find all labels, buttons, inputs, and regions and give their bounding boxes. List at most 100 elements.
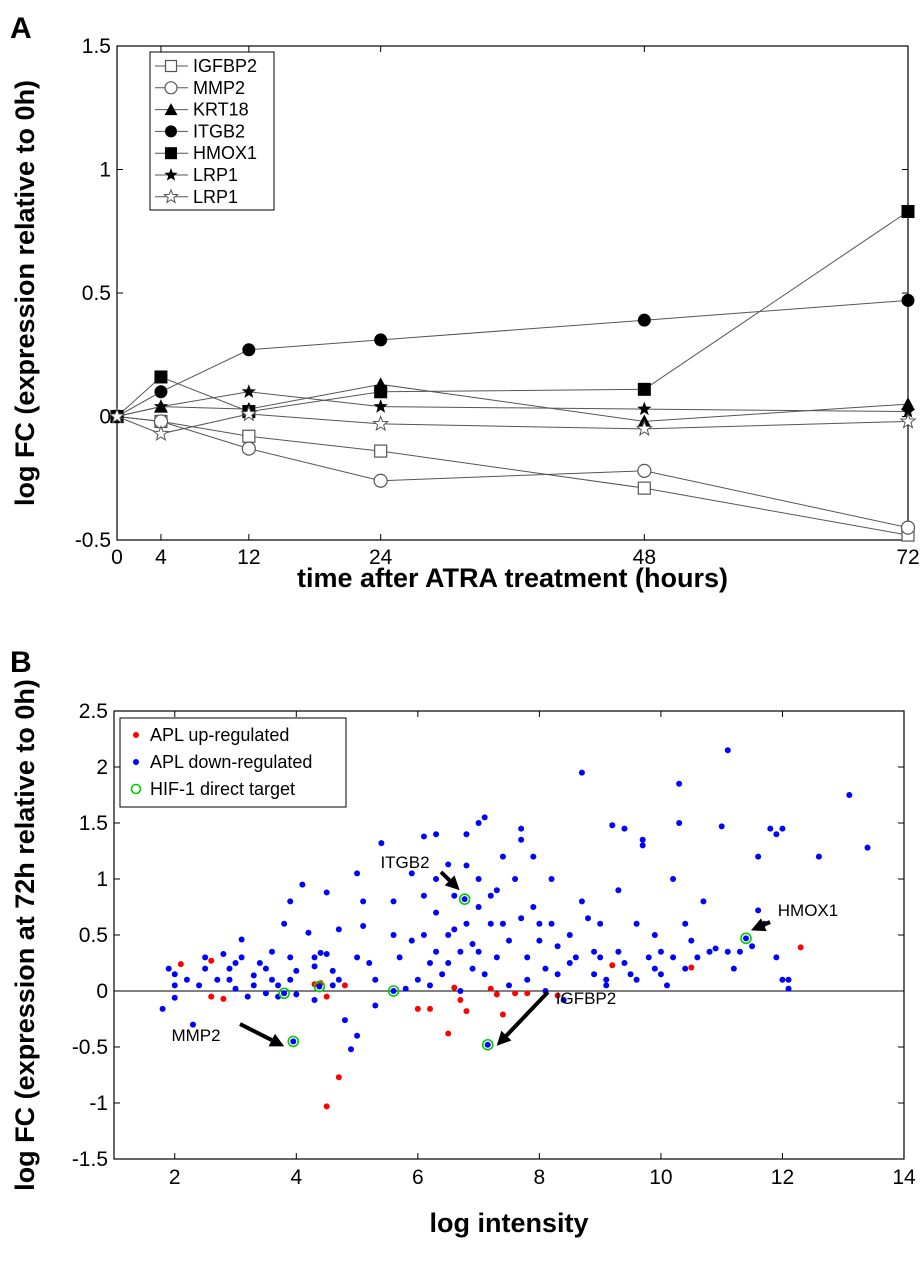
legend-label: LRP1 <box>193 165 238 185</box>
x-tick-label-b: 12 <box>771 1166 794 1189</box>
legend-label: HMOX1 <box>193 143 257 163</box>
red-point <box>414 1005 421 1012</box>
blue-point <box>171 994 178 1001</box>
green-point <box>481 1038 494 1051</box>
data-point <box>374 385 388 399</box>
blue-point <box>202 965 209 972</box>
y-tick-label-b: -1 <box>89 1092 108 1115</box>
blue-point <box>299 881 306 888</box>
blue-point <box>572 954 579 961</box>
blue-point <box>633 920 640 927</box>
x-tick-label-b: 4 <box>290 1166 302 1189</box>
legend-label: MMP2 <box>193 78 245 98</box>
blue-point <box>530 904 537 910</box>
data-point <box>152 424 170 442</box>
red-point <box>445 1030 452 1037</box>
data-point <box>108 407 126 424</box>
legend-marker <box>165 125 177 138</box>
blue-point <box>311 996 318 1003</box>
data-point <box>241 384 256 398</box>
blue-point <box>433 909 440 916</box>
data-point <box>901 204 915 218</box>
red-point <box>323 993 330 1000</box>
data-point <box>372 414 390 432</box>
blue-point <box>220 951 227 958</box>
annotation-mmp2: MMP2 <box>171 1026 220 1045</box>
x-tick-label-a: 12 <box>237 546 260 569</box>
red-point <box>208 993 215 1000</box>
red-point <box>457 996 464 1003</box>
blue-point <box>311 963 318 970</box>
blue-point <box>360 923 367 930</box>
blue-point <box>554 943 561 950</box>
blue-point <box>566 960 573 966</box>
blue-point <box>226 965 233 972</box>
blue-point <box>730 965 737 972</box>
blue-point <box>287 954 294 961</box>
blue-point <box>250 972 257 979</box>
legend-label: ITGB2 <box>193 121 245 141</box>
data-point <box>635 419 653 437</box>
blue-point <box>530 853 537 860</box>
y-tick-label-b: 1 <box>96 868 108 891</box>
arrow-igfbp2 <box>496 990 550 1046</box>
blue-point <box>542 965 549 972</box>
blue-point <box>287 898 294 905</box>
green-center <box>461 896 468 903</box>
blue-point <box>275 982 282 989</box>
arrow-shaft <box>763 920 771 927</box>
blue-point <box>718 823 725 830</box>
red-point <box>220 995 227 1002</box>
blue-point <box>706 948 713 955</box>
red-point <box>554 992 561 999</box>
blue-point <box>171 982 178 989</box>
blue-point <box>457 948 464 955</box>
red-point <box>524 990 531 997</box>
blue-point <box>682 920 689 927</box>
y-tick-label-a: 0.5 <box>82 282 111 305</box>
red-point <box>335 1074 342 1081</box>
blue-point <box>165 965 172 972</box>
green-center <box>316 983 323 990</box>
blue-point <box>670 954 677 961</box>
blue-point <box>475 820 482 826</box>
data-point <box>241 441 256 456</box>
green-center <box>390 988 397 994</box>
blue-point <box>420 833 427 840</box>
legend-label: IGFBP2 <box>193 56 257 76</box>
y-tick-label-b: 2 <box>96 756 108 779</box>
x-tick-label-b: 8 <box>534 1166 546 1189</box>
blue-point <box>657 948 664 955</box>
blue-point <box>481 971 488 978</box>
series-b-apl-up-regulated <box>177 944 804 1110</box>
blue-point <box>609 822 616 829</box>
blue-point <box>651 932 658 938</box>
blue-point <box>506 982 512 989</box>
blue-point <box>269 976 275 983</box>
blue-point <box>688 937 695 944</box>
y-tick-label-b: 1.5 <box>79 812 108 835</box>
green-point <box>740 932 752 945</box>
blue-point <box>694 954 701 961</box>
data-point <box>901 293 915 307</box>
red-point <box>451 984 458 991</box>
y-tick-label-b: 0 <box>96 980 108 1003</box>
blue-point <box>232 985 239 992</box>
blue-point <box>773 954 780 961</box>
blue-point <box>615 948 622 955</box>
series-a-mmp2 <box>109 409 916 535</box>
blue-point <box>506 937 512 944</box>
y-tick-label-b: 2.5 <box>79 700 108 723</box>
blue-point <box>439 971 446 978</box>
arrow-head <box>444 875 460 891</box>
blue-point <box>493 887 500 894</box>
data-point <box>637 481 651 495</box>
blue-point <box>214 976 221 983</box>
blue-point <box>451 926 458 933</box>
data-point <box>373 399 388 413</box>
arrow-mmp2 <box>239 1022 285 1047</box>
x-axis-title-b: log intensity <box>429 1208 588 1238</box>
panel-letter-b: B <box>10 646 32 679</box>
legend-label: APL up-regulated <box>150 725 289 745</box>
arrow-shaft <box>239 1022 273 1042</box>
